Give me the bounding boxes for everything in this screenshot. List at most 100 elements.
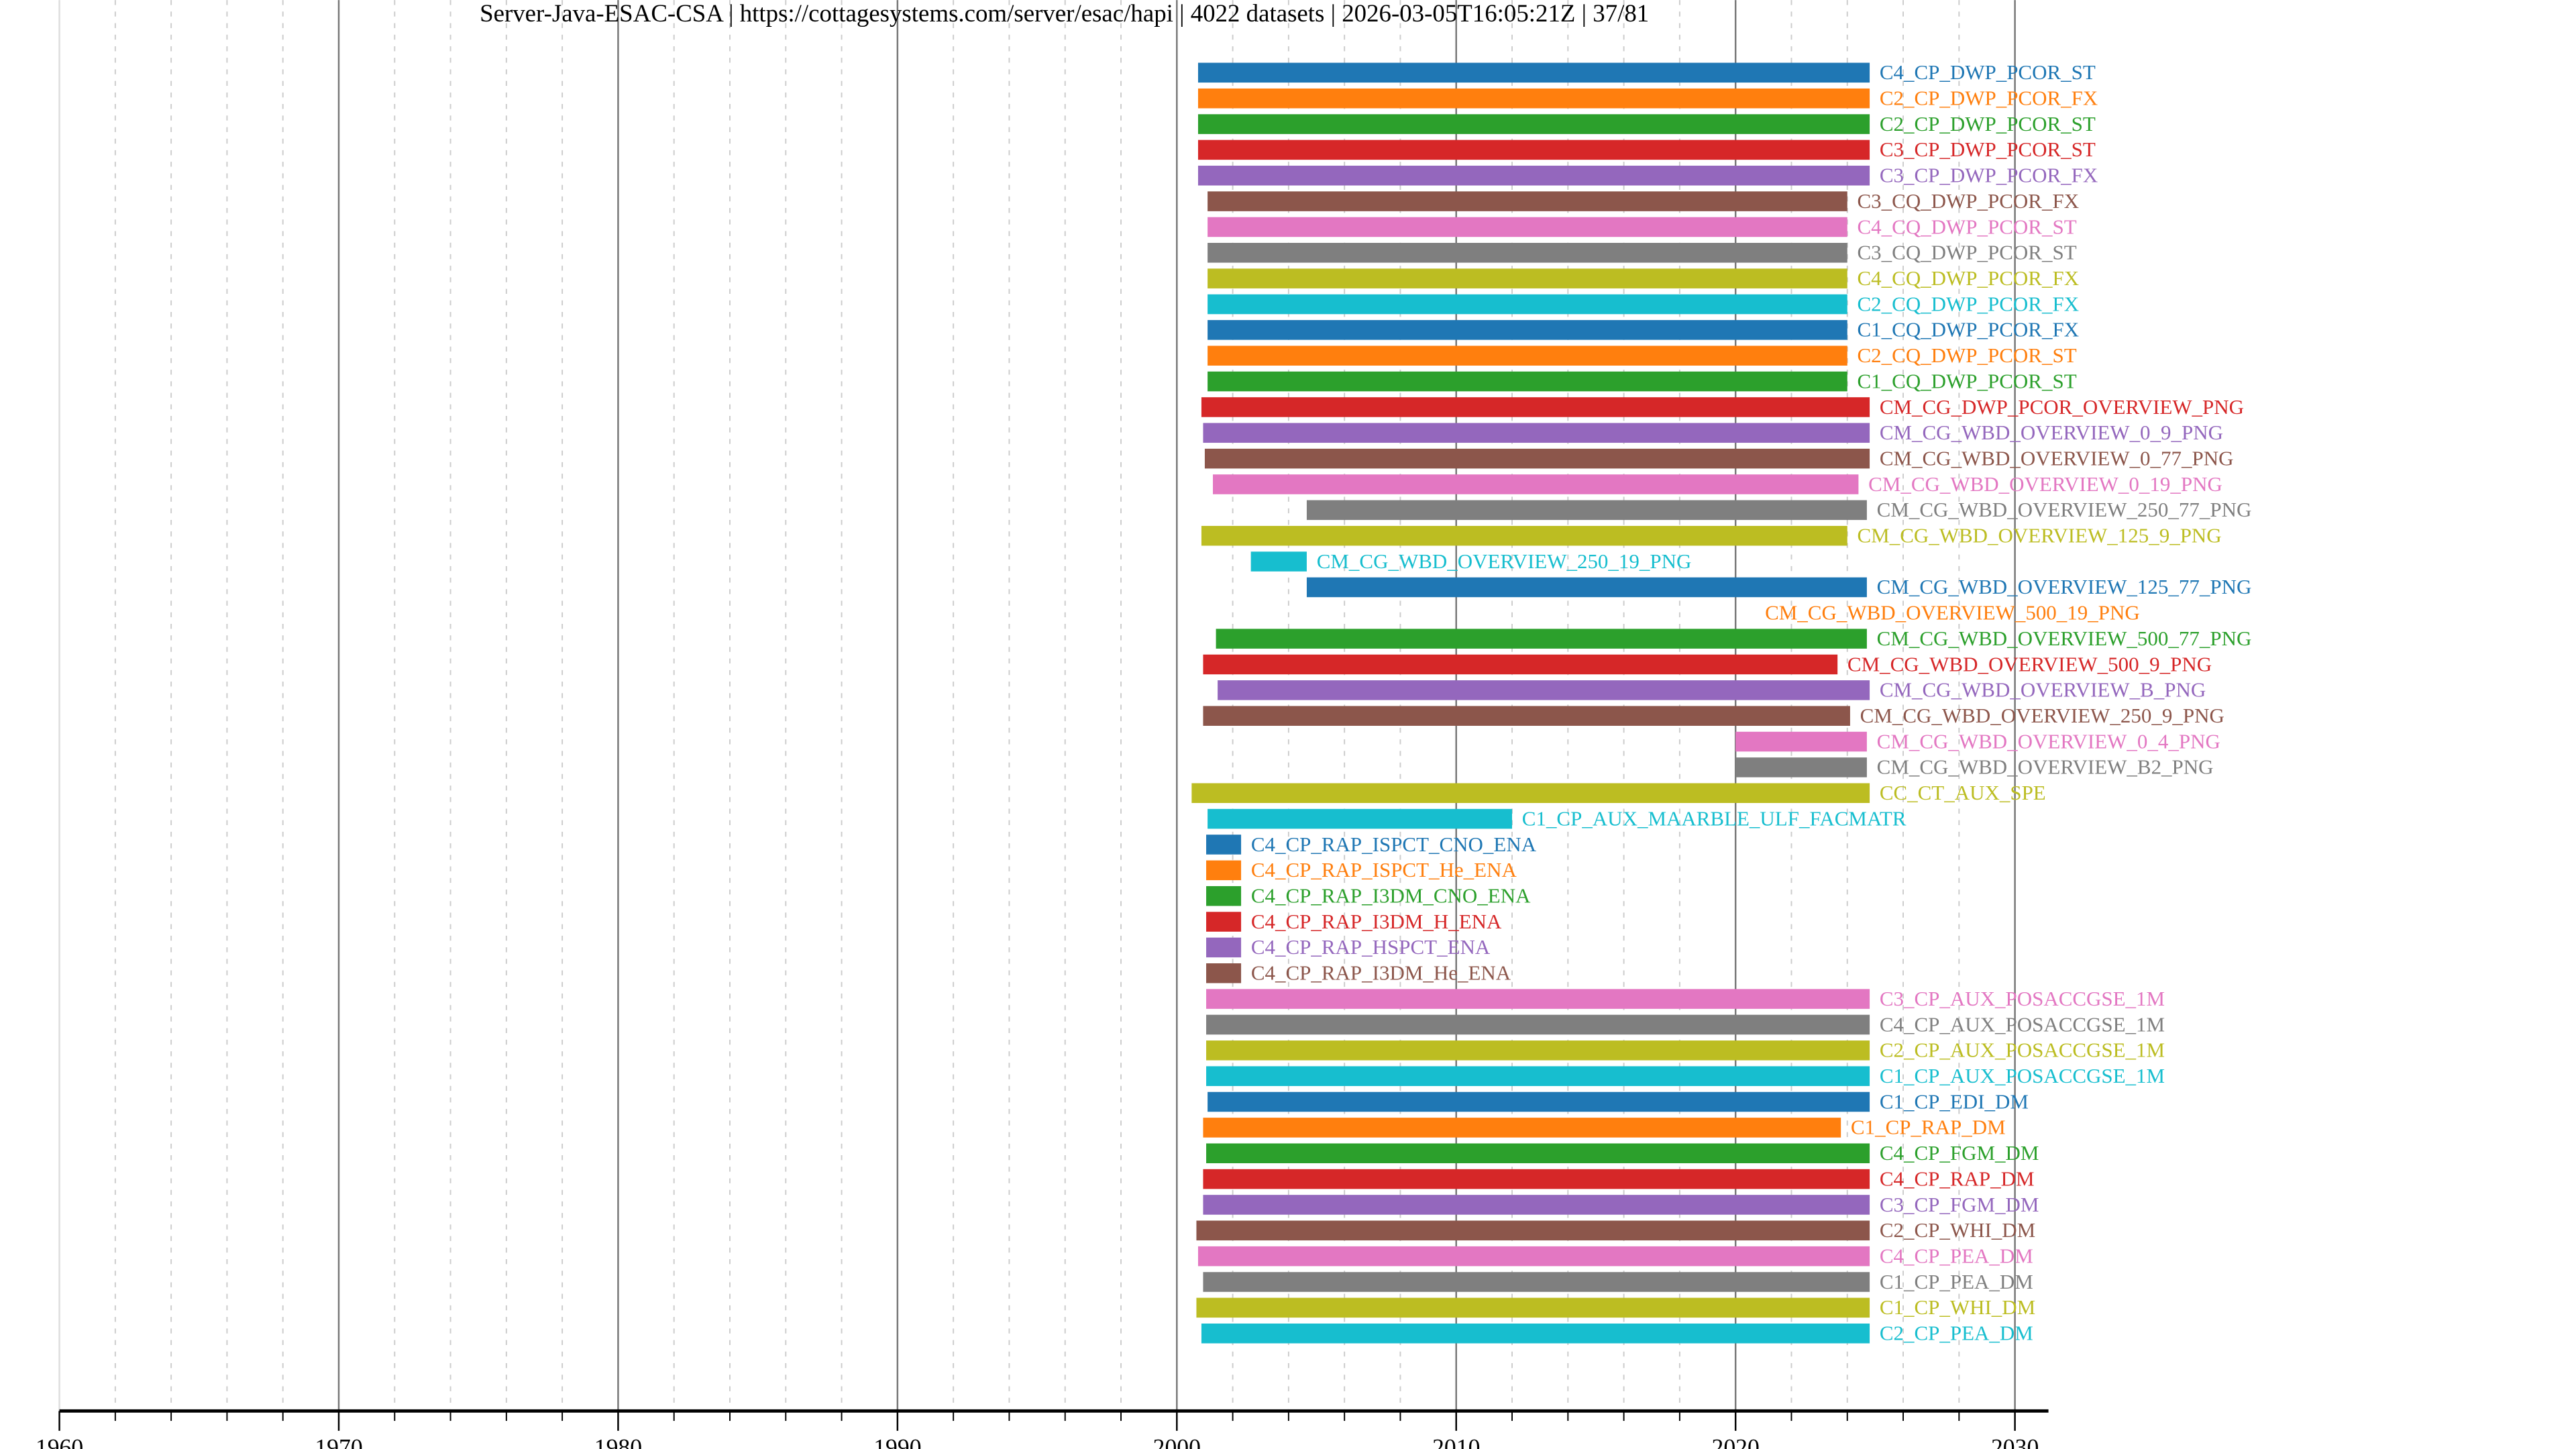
- dataset-label: CM_CG_WBD_OVERVIEW_500_77_PNG: [1877, 627, 2252, 650]
- dataset-label: C2_CP_AUX_POSACCGSE_1M: [1880, 1038, 2165, 1062]
- dataset-label: C2_CQ_DWP_PCOR_FX: [1858, 292, 2080, 315]
- dataset-label: C3_CQ_DWP_PCOR_FX: [1858, 189, 2080, 213]
- dataset-bar[interactable]: [1208, 320, 1847, 340]
- dataset-bar[interactable]: [1306, 577, 1867, 598]
- dataset-label: C3_CP_DWP_PCOR_FX: [1880, 164, 2098, 187]
- dataset-label: CM_CG_WBD_OVERVIEW_250_19_PNG: [1317, 549, 1692, 573]
- dataset-bar[interactable]: [1218, 680, 1870, 700]
- dataset-bar[interactable]: [1206, 885, 1242, 906]
- dataset-bar[interactable]: [1208, 371, 1847, 392]
- dataset-label: C4_CP_DWP_PCOR_ST: [1880, 60, 2096, 84]
- dataset-label: C2_CP_DWP_PCOR_ST: [1880, 112, 2096, 136]
- dataset-label: C4_CP_AUX_POSACCGSE_1M: [1880, 1012, 2165, 1036]
- dataset-label: C1_CP_AUX_POSACCGSE_1M: [1880, 1064, 2165, 1087]
- dataset-bar[interactable]: [1197, 88, 1870, 109]
- dataset-bar[interactable]: [1197, 1246, 1870, 1267]
- dataset-label: CM_CG_WBD_OVERVIEW_500_19_PNG: [1765, 601, 2140, 625]
- dataset-label: C3_CP_AUX_POSACCGSE_1M: [1880, 987, 2165, 1010]
- x-tick-label: 1990: [873, 1434, 921, 1449]
- dataset-label: C4_CQ_DWP_PCOR_ST: [1858, 215, 2077, 238]
- x-tick-label: 2020: [1712, 1434, 1760, 1449]
- dataset-bar[interactable]: [1203, 1272, 1870, 1292]
- dataset-bar[interactable]: [1206, 1143, 1870, 1163]
- dataset-bar[interactable]: [1197, 114, 1870, 134]
- dataset-bar[interactable]: [1203, 654, 1838, 675]
- x-axis: 1960 1970 1980 1990 2000 2010 2020 2030: [36, 1409, 2049, 1449]
- dataset-bar[interactable]: [1197, 140, 1870, 160]
- dataset-label: C1_CQ_DWP_PCOR_ST: [1858, 369, 2077, 392]
- x-tick-label: 2000: [1153, 1434, 1201, 1449]
- dataset-bar[interactable]: [1203, 1169, 1870, 1189]
- dataset-bar[interactable]: [1203, 1118, 1841, 1138]
- dataset-bar[interactable]: [1206, 1066, 1870, 1086]
- x-tick-label: 2010: [1432, 1434, 1480, 1449]
- dataset-label: C4_CQ_DWP_PCOR_FX: [1858, 266, 2080, 290]
- dataset-bar[interactable]: [1203, 423, 1870, 443]
- dataset-bar[interactable]: [1206, 1040, 1870, 1061]
- dataset-label: CM_CG_WBD_OVERVIEW_B_PNG: [1880, 678, 2206, 702]
- dataset-bar[interactable]: [1206, 963, 1242, 983]
- dataset-bar[interactable]: [1201, 525, 1847, 546]
- dataset-bar[interactable]: [1197, 165, 1870, 186]
- x-tick-label: 1970: [315, 1434, 362, 1449]
- x-tick-label: 1960: [36, 1434, 83, 1449]
- dataset-label: CM_CG_WBD_OVERVIEW_250_9_PNG: [1860, 704, 2224, 727]
- dataset-bar[interactable]: [1201, 1323, 1870, 1344]
- dataset-bar[interactable]: [1204, 448, 1870, 469]
- bars: C4_CP_DWP_PCOR_STC2_CP_DWP_PCOR_FXC2_CP_…: [1191, 60, 2252, 1345]
- dataset-label: C2_CP_PEA_DM: [1880, 1322, 2033, 1345]
- dataset-label: CM_CG_WBD_OVERVIEW_B2_PNG: [1877, 755, 2214, 779]
- dataset-label: C1_CP_PEA_DM: [1880, 1270, 2033, 1293]
- dataset-bar[interactable]: [1208, 294, 1847, 315]
- dataset-bar[interactable]: [1197, 62, 1870, 83]
- dataset-bar[interactable]: [1735, 757, 1867, 777]
- dataset-label: C4_CP_RAP_I3DM_CNO_ENA: [1251, 884, 1531, 908]
- dataset-bar[interactable]: [1206, 835, 1242, 855]
- dataset-bar[interactable]: [1208, 808, 1513, 829]
- dataset-bar[interactable]: [1213, 474, 1859, 494]
- x-tick-label: 1980: [594, 1434, 642, 1449]
- dataset-label: C3_CP_FGM_DM: [1880, 1193, 2039, 1216]
- dataset-bar[interactable]: [1196, 1297, 1870, 1318]
- dataset-bar[interactable]: [1191, 783, 1870, 804]
- dataset-bar[interactable]: [1206, 860, 1242, 881]
- dataset-bar[interactable]: [1206, 1014, 1870, 1035]
- dataset-label: C4_CP_FGM_DM: [1880, 1141, 2039, 1165]
- dataset-bar[interactable]: [1208, 243, 1847, 263]
- dataset-label: CM_CG_WBD_OVERVIEW_125_77_PNG: [1877, 575, 2252, 598]
- dataset-bar[interactable]: [1208, 345, 1847, 366]
- dataset-label: C4_CP_RAP_I3DM_He_ENA: [1251, 961, 1511, 985]
- dataset-label: C4_CP_RAP_I3DM_H_ENA: [1251, 910, 1502, 933]
- x-tick-label: 2030: [1991, 1434, 2039, 1449]
- dataset-label: CM_CG_WBD_OVERVIEW_0_19_PNG: [1868, 472, 2222, 496]
- dataset-label: C1_CP_EDI_DM: [1880, 1089, 2029, 1113]
- dataset-label: C4_CP_RAP_ISPCT_CNO_ENA: [1251, 833, 1537, 856]
- dataset-bar[interactable]: [1206, 912, 1242, 932]
- dataset-bar[interactable]: [1203, 706, 1850, 726]
- dataset-label: CM_CG_WBD_OVERVIEW_0_77_PNG: [1880, 446, 2234, 470]
- dataset-bar[interactable]: [1206, 937, 1242, 958]
- dataset-bar[interactable]: [1196, 1220, 1870, 1241]
- dataset-bar[interactable]: [1208, 268, 1847, 288]
- dataset-bar[interactable]: [1201, 397, 1870, 417]
- dataset-label: CM_CG_WBD_OVERVIEW_250_77_PNG: [1877, 498, 2252, 521]
- dataset-label: CC_CT_AUX_SPE: [1880, 781, 2046, 804]
- dataset-bar[interactable]: [1208, 1091, 1870, 1112]
- dataset-label: C1_CP_WHI_DM: [1880, 1295, 2035, 1319]
- dataset-bar[interactable]: [1216, 629, 1867, 649]
- dataset-label: C3_CP_DWP_PCOR_ST: [1880, 138, 2096, 161]
- dataset-label: C1_CP_AUX_MAARBLE_ULF_FACMATR: [1522, 806, 1907, 830]
- dataset-label: C4_CP_RAP_HSPCT_ENA: [1251, 935, 1491, 959]
- dataset-bar[interactable]: [1250, 551, 1307, 572]
- dataset-bar[interactable]: [1208, 217, 1847, 237]
- dataset-label: C1_CP_RAP_DM: [1851, 1116, 2006, 1139]
- dataset-bar[interactable]: [1735, 731, 1867, 752]
- dataset-bar[interactable]: [1203, 1195, 1870, 1215]
- dataset-label: C1_CQ_DWP_PCOR_FX: [1858, 318, 2080, 341]
- dataset-bar[interactable]: [1208, 191, 1847, 211]
- dataset-bar[interactable]: [1306, 500, 1867, 521]
- dataset-label: C2_CQ_DWP_PCOR_ST: [1858, 343, 2077, 367]
- dataset-label: CM_CG_WBD_OVERVIEW_125_9_PNG: [1858, 524, 2222, 547]
- dataset-bar[interactable]: [1206, 989, 1870, 1009]
- dataset-label: C2_CP_WHI_DM: [1880, 1218, 2035, 1242]
